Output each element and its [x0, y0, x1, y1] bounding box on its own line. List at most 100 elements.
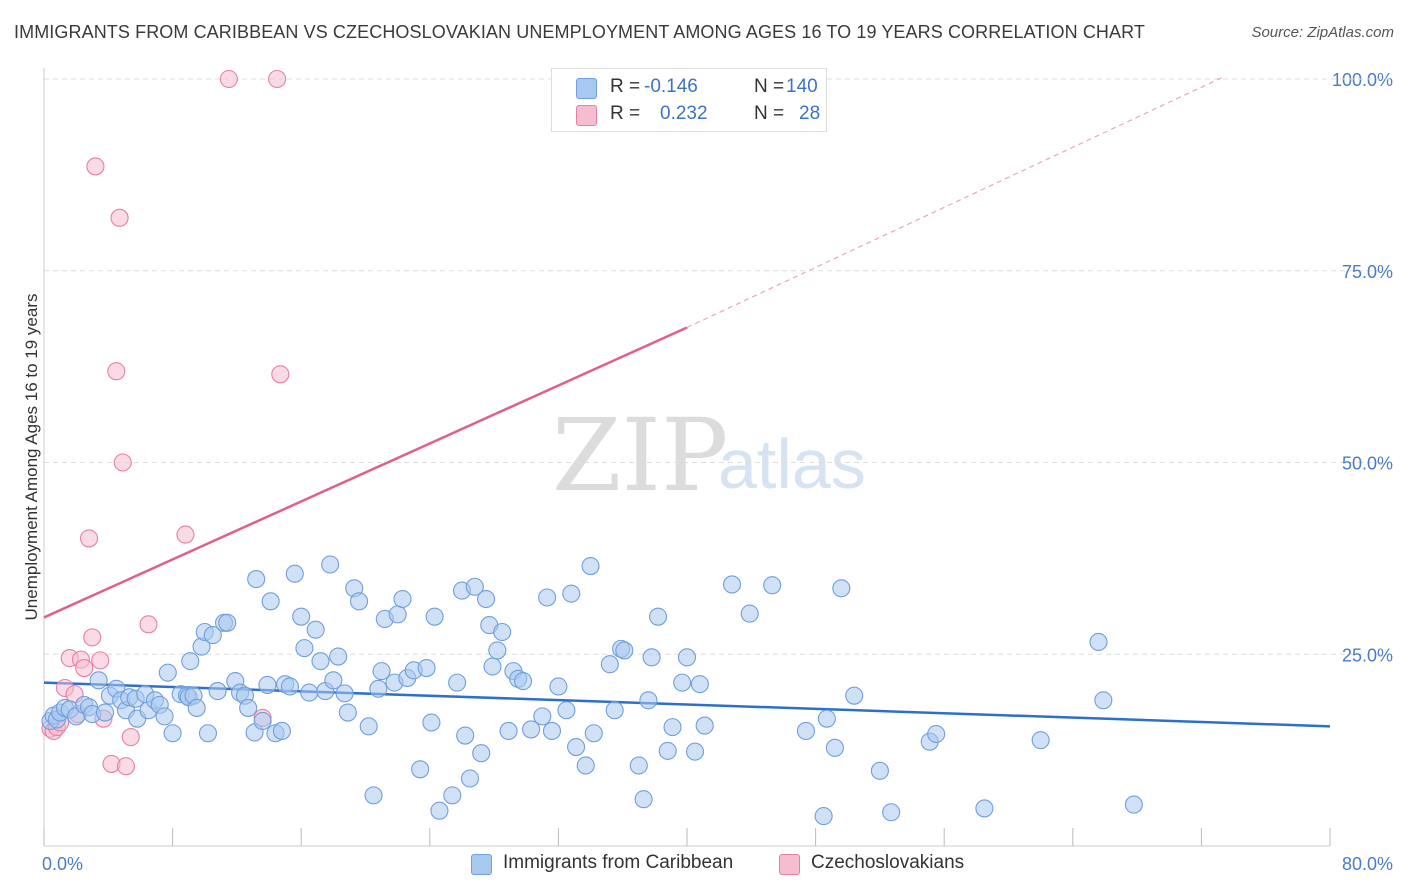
point-czechoslovakians: [110, 208, 129, 227]
legend-swatch-czechoslovakians: [576, 105, 597, 126]
point-caribbean: [533, 707, 552, 726]
point-caribbean: [443, 786, 462, 805]
y-tick-label: 75.0%: [1342, 262, 1393, 282]
point-caribbean: [158, 663, 177, 682]
legend-r-value: -0.146: [644, 76, 698, 97]
y-tick-label: 100.0%: [1332, 70, 1393, 90]
point-caribbean: [483, 657, 502, 676]
point-caribbean: [324, 671, 343, 690]
watermark-zip: ZIP: [552, 397, 728, 514]
point-caribbean: [253, 711, 272, 731]
point-caribbean: [763, 576, 782, 595]
point-caribbean: [1094, 691, 1113, 710]
point-czechoslovakians: [113, 453, 132, 472]
point-caribbean: [465, 577, 484, 596]
x-tick-label-max: 80.0%: [1342, 854, 1393, 874]
point-caribbean: [258, 675, 277, 694]
bottom-legend-swatch-czechoslovakians: [779, 854, 800, 875]
trend-line-extension: [686, 75, 1226, 329]
gridlines: 25.0% 50.0% 75.0% 100.0%: [44, 70, 1393, 665]
point-czechoslovakians: [83, 628, 102, 647]
point-caribbean: [247, 570, 266, 589]
point-czechoslovakians: [79, 529, 99, 548]
point-czechoslovakians: [86, 157, 105, 176]
point-caribbean: [1031, 731, 1050, 750]
point-caribbean: [513, 672, 533, 691]
point-caribbean: [642, 648, 661, 667]
point-caribbean: [870, 761, 889, 780]
point-caribbean: [369, 679, 388, 698]
point-caribbean: [350, 592, 369, 611]
point-caribbean: [329, 647, 348, 666]
legend-n-label: N =: [754, 103, 785, 124]
point-czechoslovakians: [219, 69, 238, 89]
point-caribbean: [163, 724, 182, 743]
legend-n-value: 28: [799, 103, 821, 124]
correlation-legend: R = -0.146 N = 140 R = 0.232 N = 28: [551, 68, 827, 132]
point-caribbean: [832, 579, 851, 598]
point-caribbean: [89, 671, 108, 690]
point-caribbean: [311, 652, 330, 671]
point-caribbean: [472, 744, 491, 763]
point-caribbean: [740, 604, 759, 623]
point-caribbean: [817, 709, 836, 728]
point-caribbean: [634, 790, 653, 809]
point-caribbean: [584, 724, 603, 743]
y-tick-label: 25.0%: [1342, 645, 1393, 665]
point-czechoslovakians: [139, 615, 158, 634]
legend-r-label: R =: [610, 103, 641, 124]
point-caribbean: [600, 655, 619, 674]
point-caribbean: [677, 648, 697, 667]
point-caribbean: [187, 698, 206, 717]
point-caribbean: [722, 575, 742, 594]
point-caribbean: [155, 707, 174, 726]
point-caribbean: [208, 682, 227, 701]
y-axis-label: Unemployment Among Ages 16 to 19 years: [22, 294, 41, 621]
point-caribbean: [448, 673, 467, 692]
point-caribbean: [796, 721, 816, 741]
bottom-legend-label-caribbean: Immigrants from Caribbean: [503, 852, 734, 873]
point-caribbean: [338, 703, 357, 722]
point-caribbean: [845, 686, 864, 705]
point-caribbean: [927, 724, 946, 744]
point-caribbean: [567, 738, 586, 757]
point-czechoslovakians: [176, 525, 195, 544]
point-caribbean: [538, 588, 557, 607]
point-caribbean: [411, 760, 430, 779]
point-caribbean: [825, 738, 844, 757]
point-caribbean: [542, 721, 562, 741]
point-caribbean: [477, 589, 496, 609]
point-caribbean: [306, 620, 325, 639]
point-caribbean: [456, 726, 475, 745]
point-caribbean: [417, 659, 436, 678]
point-caribbean: [261, 592, 280, 611]
point-caribbean: [1089, 632, 1108, 652]
point-caribbean: [321, 555, 340, 574]
point-caribbean: [388, 605, 407, 624]
point-czechoslovakians: [116, 757, 136, 776]
point-czechoslovakians: [107, 362, 126, 381]
point-caribbean: [364, 786, 383, 805]
trend-line-caribbean: [43, 681, 1331, 728]
trend-line-czechoslovakians: [43, 326, 688, 619]
bottom-legend-label-czechoslovakians: Czechoslovakians: [811, 852, 965, 873]
trend-lines: [43, 75, 1331, 728]
point-czechoslovakians: [271, 365, 290, 384]
point-caribbean: [814, 807, 833, 826]
point-caribbean: [280, 677, 299, 696]
point-caribbean: [685, 742, 705, 761]
point-caribbean: [673, 673, 692, 692]
point-caribbean: [649, 607, 668, 626]
legend-n-label: N =: [754, 76, 785, 97]
point-caribbean: [425, 607, 444, 626]
point-caribbean: [882, 803, 901, 822]
point-caribbean: [499, 721, 518, 741]
point-caribbean: [576, 756, 595, 775]
point-caribbean: [393, 589, 412, 609]
point-caribbean: [562, 584, 581, 603]
point-caribbean: [581, 556, 600, 576]
point-caribbean: [639, 691, 658, 710]
point-caribbean: [285, 564, 304, 583]
point-caribbean: [522, 720, 541, 739]
